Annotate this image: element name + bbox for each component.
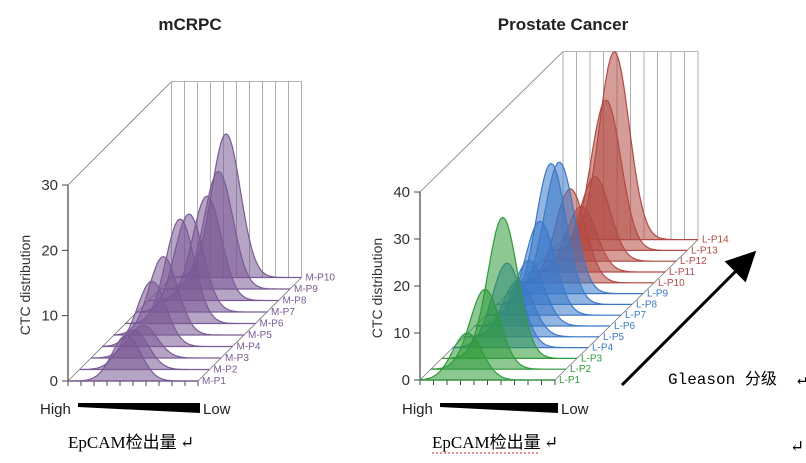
- x-axis-gradient-wedge: [78, 403, 200, 413]
- edit-mark: ↵: [797, 371, 806, 389]
- series-label: L-P13: [691, 245, 718, 256]
- y-tick-label: 30: [393, 231, 410, 248]
- depth-edge: [67, 81, 172, 186]
- edit-mark: ↵: [180, 433, 194, 452]
- edit-mark: ↵: [790, 437, 804, 456]
- series-label: L-P7: [625, 310, 647, 321]
- gleason-label: Gleason 分级: [668, 370, 777, 389]
- chart-title: Prostate Cancer: [498, 15, 629, 34]
- series-label: L-P6: [614, 321, 636, 332]
- series-label: M-P6: [260, 319, 284, 330]
- edit-mark: ↵: [544, 433, 558, 452]
- y-tick-label: 0: [402, 372, 410, 389]
- series-label: M-P4: [237, 342, 261, 353]
- depth-edge: [419, 51, 564, 193]
- x-axis-high-label: Low: [203, 401, 231, 418]
- series-label: M-P9: [294, 284, 318, 295]
- chart-mcrpc: mCRPC CTC distribution 0 10 20 30 M-P10M-P9…: [17, 15, 335, 418]
- series-label: M-P5: [248, 330, 272, 341]
- x-axis-low-label: High: [402, 401, 433, 418]
- y-tick-label: 20: [41, 242, 58, 259]
- series-label: L-P9: [647, 289, 669, 300]
- y-tick-label: 10: [41, 308, 58, 325]
- series-label: L-P11: [669, 267, 695, 278]
- series-label: L-P3: [581, 353, 603, 364]
- series-label: L-P12: [680, 256, 707, 267]
- gleason-arrow: [620, 250, 757, 387]
- series-label: L-P14: [702, 235, 729, 246]
- x-axis-high-label: Low: [561, 401, 589, 418]
- depth-edge: [554, 239, 699, 381]
- y-tick-label: 40: [393, 184, 410, 201]
- series-label: L-P5: [603, 332, 625, 343]
- x-axis-low-label: High: [40, 401, 71, 418]
- y-axis-label: CTC distribution: [369, 238, 385, 338]
- series-label: M-P1: [202, 376, 226, 387]
- y-tick-label: 0: [50, 373, 58, 390]
- chart-prostate-cancer: Prostate Cancer CTC distribution 0 10 20 30…: [369, 15, 729, 418]
- depth-edge: [197, 277, 302, 382]
- series-label: M-P8: [283, 296, 307, 307]
- series-label: L-P4: [592, 343, 614, 354]
- left-caption: EpCAM检出量: [68, 433, 177, 452]
- y-axis-label: CTC distribution: [17, 235, 33, 335]
- y-tick-label: 30: [41, 177, 58, 194]
- series-label: L-P8: [636, 299, 658, 310]
- series-label: L-P2: [570, 364, 592, 375]
- series-label: M-P2: [214, 365, 238, 376]
- series-label: M-P7: [271, 307, 295, 318]
- series-label: L-P1: [559, 375, 581, 386]
- series-label: M-P10: [306, 273, 336, 284]
- y-tick-label: 10: [393, 325, 410, 342]
- series-label: L-P10: [658, 278, 685, 289]
- chart-title: mCRPC: [158, 15, 221, 34]
- y-tick-label: 20: [393, 278, 410, 295]
- x-axis-gradient-wedge: [440, 403, 558, 413]
- series-curve-m-p1: [68, 334, 198, 382]
- series-curve-l-p1: [419, 332, 555, 381]
- series-label: M-P3: [225, 353, 249, 364]
- right-caption: EpCAM检出量: [432, 433, 541, 452]
